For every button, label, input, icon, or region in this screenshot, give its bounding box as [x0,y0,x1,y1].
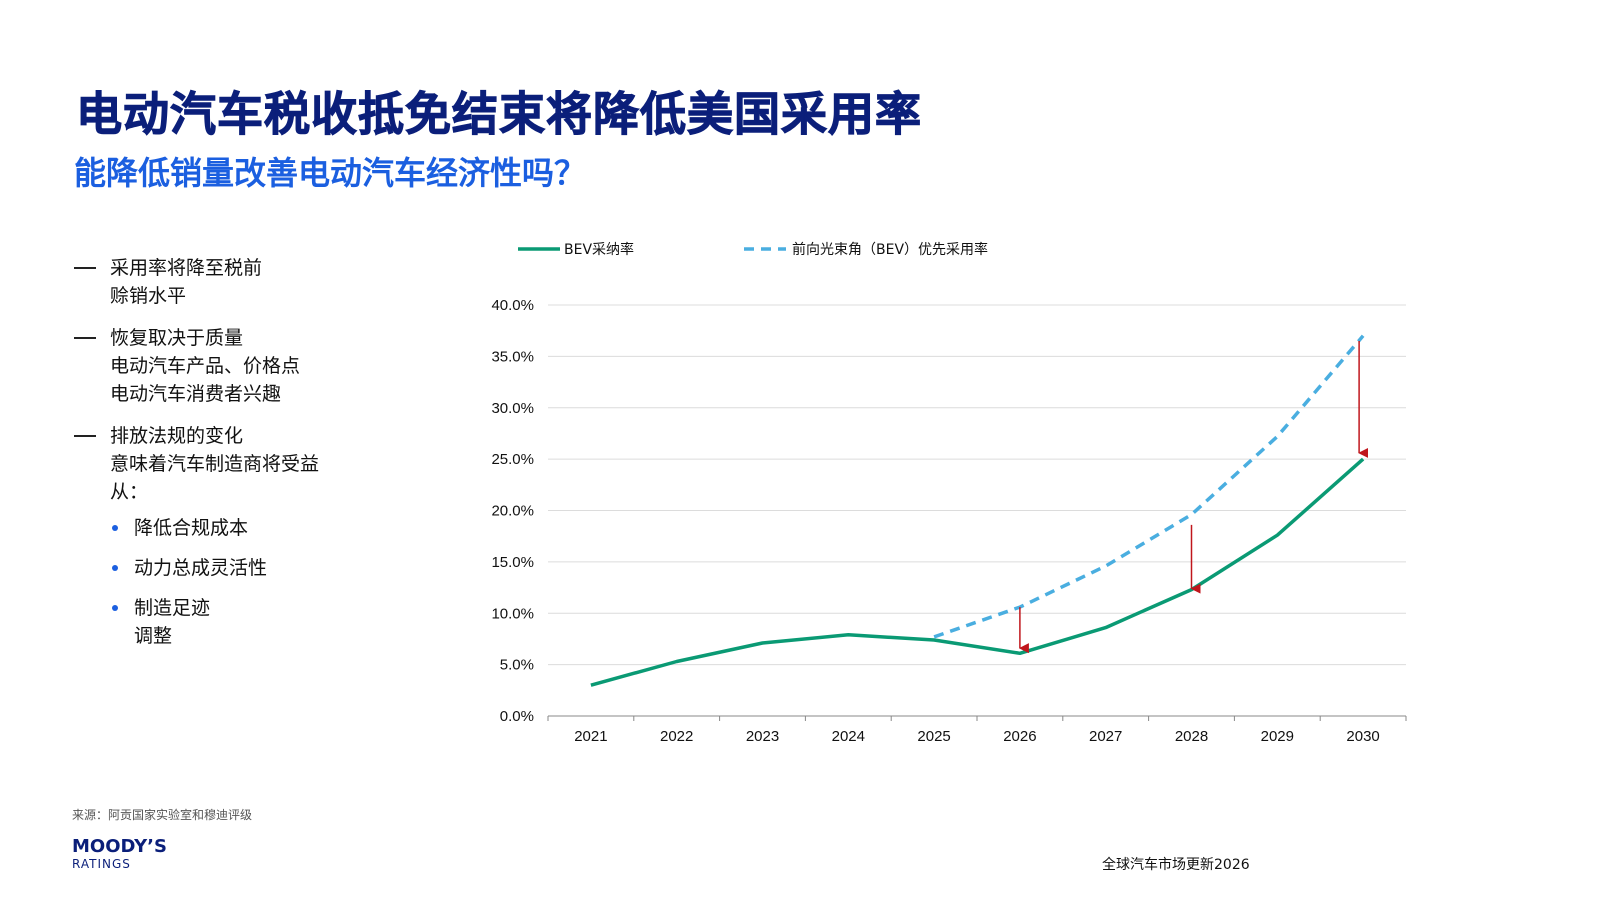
legend-label-forward: 前向光束角（BEV）优先采用率 [792,241,988,258]
bullet-text: 采用率将降至税前 [110,257,263,279]
sub-bullet-text: 降低合规成本 [134,517,249,539]
moodys-logo: MOODY’S RATINGS [72,838,167,872]
y-tick-label: 40.0% [491,297,534,314]
x-tick-label: 2022 [660,728,693,745]
series-line-2 [933,334,1365,639]
bullet-item: 排放法规的变化 意味着汽车制造商将受益 从： 降低合规成本 动力总成灵活性 制造… [74,422,394,650]
bullet-text: 从： [110,481,149,503]
bullet-text: 排放法规的变化 [110,425,244,447]
legend-label-bev: BEV采纳率 [564,241,634,258]
bullet-item: 采用率将降至税前 赊销水平 [74,254,394,310]
sub-bullet-item: 动力总成灵活性 [110,554,394,582]
logo-wordmark: MOODY’S [72,836,167,857]
report-name: 全球汽车市场更新2026 [1102,857,1250,873]
sub-bullet-item: 降低合规成本 [110,514,394,542]
bullet-text: 恢复取决于质量 [110,327,244,349]
bullet-item: 恢复取决于质量 电动汽车产品、价格点 电动汽车消费者兴趣 [74,324,394,408]
sub-bullet-text: 制造足迹 [134,597,211,619]
bullet-text: 意味着汽车制造商将受益 [110,453,320,475]
y-tick-label: 20.0% [491,503,534,520]
y-tick-label: 5.0% [500,657,534,674]
page-subtitle: 能降低销量改善电动汽车经济性吗？ [74,154,587,192]
y-tick-label: 35.0% [491,348,534,365]
x-tick-label: 2030 [1346,728,1379,745]
bullet-list: 采用率将降至税前 赊销水平 恢复取决于质量 电动汽车产品、价格点 电动汽车消费者… [74,254,394,664]
sub-bullet-list: 降低合规成本 动力总成灵活性 制造足迹 调整 [110,514,394,650]
x-tick-label: 2027 [1089,728,1122,745]
series-line-1 [590,457,1365,687]
y-tick-label: 30.0% [491,400,534,417]
x-tick-label: 2024 [832,728,865,745]
x-tick-label: 2025 [917,728,950,745]
x-tick-label: 2026 [1003,728,1036,745]
y-tick-label: 25.0% [491,451,534,468]
x-tick-label: 2021 [574,728,607,745]
dash-marker-icon [74,337,96,339]
sub-bullet-text: 动力总成灵活性 [134,557,268,579]
bullet-dot-icon [112,605,118,611]
y-tick-label: 0.0% [500,708,534,725]
bullet-text: 电动汽车产品、价格点 [110,355,301,377]
bullet-text: 电动汽车消费者兴趣 [110,383,282,405]
x-tick-label: 2023 [746,728,779,745]
logo-subtext: RATINGS [72,857,131,871]
bullet-dot-icon [112,525,118,531]
y-tick-label: 15.0% [491,554,534,571]
x-tick-label: 2028 [1175,728,1208,745]
dash-marker-icon [74,435,96,437]
sub-bullet-text: 调整 [134,625,173,647]
bullet-text: 赊销水平 [110,285,187,307]
x-tick-label: 2029 [1261,728,1294,745]
bullet-dot-icon [112,565,118,571]
source-note: 来源：阿贡国家实验室和穆迪评级 [72,808,253,822]
dash-marker-icon [74,267,96,269]
y-tick-label: 10.0% [491,605,534,622]
page-title: 电动汽车税收抵免结束将降低美国采用率 [76,87,922,142]
sub-bullet-item: 制造足迹 调整 [110,594,394,650]
